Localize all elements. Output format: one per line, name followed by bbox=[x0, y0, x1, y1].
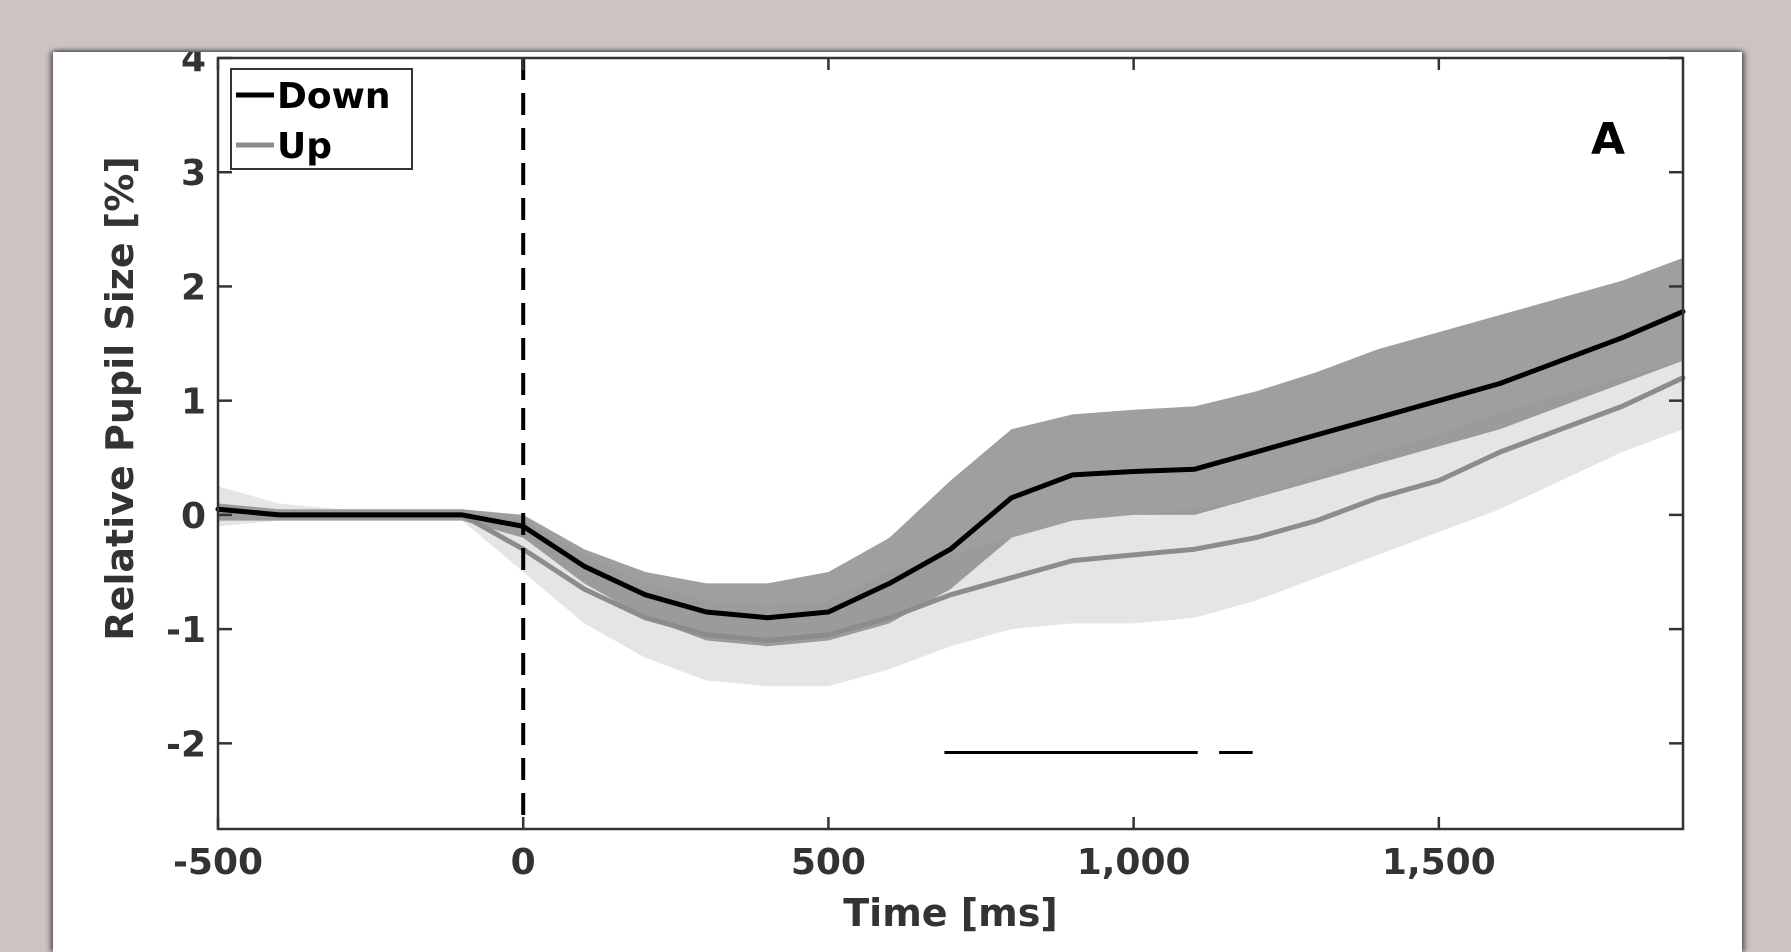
y-tick-label: 3 bbox=[181, 153, 206, 194]
confidence-band-down bbox=[218, 257, 1683, 647]
pupil-size-chart: -500 0 500 1,000 1,500 4 3 2 1 0 -1 -2 Time [ms] R… bbox=[98, 52, 1686, 935]
y-tick-label: -1 bbox=[166, 610, 206, 651]
x-tick-label: -500 bbox=[173, 842, 263, 883]
x-axis-ticks: -500 0 500 1,000 1,500 bbox=[173, 58, 1496, 883]
y-tick-label: 1 bbox=[181, 382, 206, 423]
confidence-bands bbox=[218, 257, 1683, 687]
confidence-band-up bbox=[218, 360, 1683, 687]
series-lines bbox=[215, 309, 1686, 643]
y-tick-label: 0 bbox=[181, 496, 206, 537]
x-axis-label: Time [ms] bbox=[843, 891, 1058, 935]
legend: Down Up bbox=[230, 68, 413, 170]
x-tick-label: 1,500 bbox=[1382, 842, 1496, 883]
plot-frame bbox=[216, 56, 1685, 831]
legend-label-down: Down bbox=[277, 76, 391, 117]
y-axis-ticks: 4 3 2 1 0 -1 -2 bbox=[166, 52, 1683, 765]
x-tick-label: 1,000 bbox=[1077, 842, 1191, 883]
series-line-down bbox=[215, 309, 1686, 621]
y-tick-label: -2 bbox=[166, 724, 206, 765]
figure-panel: -500 0 500 1,000 1,500 4 3 2 1 0 -1 -2 Time [ms] R… bbox=[53, 52, 1742, 952]
y-tick-label: 4 bbox=[181, 52, 206, 80]
x-tick-label: 0 bbox=[511, 842, 536, 883]
legend-box bbox=[230, 68, 413, 170]
y-axis-label: Relative Pupil Size [%] bbox=[98, 156, 142, 640]
y-tick-label: 2 bbox=[181, 267, 206, 308]
x-tick-label: 500 bbox=[791, 842, 866, 883]
legend-label-up: Up bbox=[277, 126, 332, 167]
panel-letter: A bbox=[1591, 114, 1625, 165]
